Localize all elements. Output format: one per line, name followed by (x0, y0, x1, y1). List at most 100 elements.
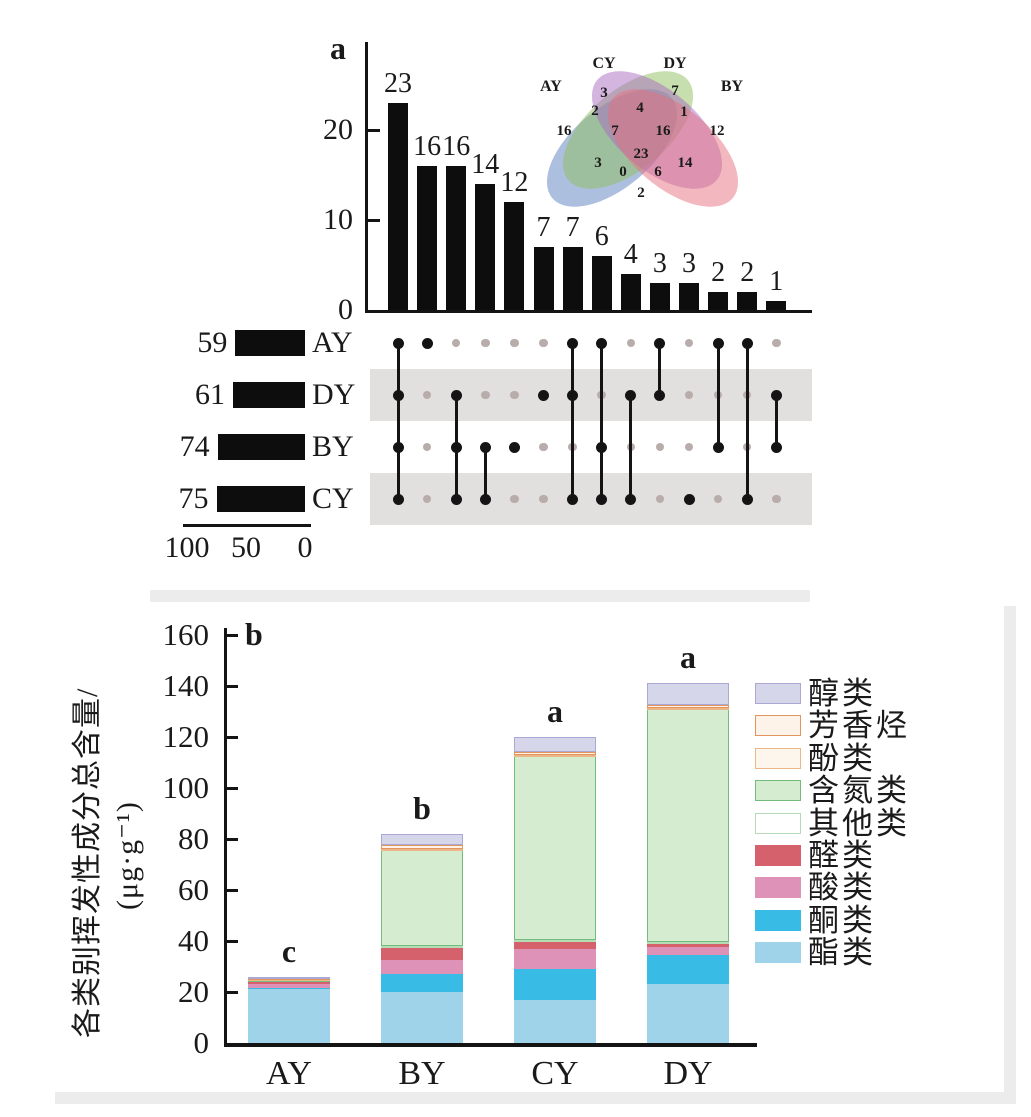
x-category-label: BY (398, 1055, 446, 1092)
bar-segment-酯类 (647, 984, 729, 1043)
matrix-connector (745, 343, 749, 499)
matrix-connector (600, 343, 604, 499)
panel-b-label: b (245, 616, 263, 652)
bar-segment-醛类 (248, 980, 330, 984)
upset-y-tick (368, 219, 380, 222)
legend-swatch-酚类 (755, 747, 801, 769)
b-y-tick-label: 60 (178, 872, 209, 907)
venn-region-value: 23 (634, 146, 649, 162)
matrix-dot-empty (510, 494, 519, 504)
bar-segment-酮类 (647, 955, 729, 985)
significance-letter: a (547, 693, 563, 729)
matrix-dot-empty (510, 338, 519, 348)
venn-set-label: AY (540, 78, 562, 95)
matrix-dot-empty (655, 442, 665, 452)
matrix-dot-empty (655, 494, 665, 504)
venn-region-value: 7 (611, 123, 619, 139)
set-size-bar (233, 382, 305, 408)
venn-region-value: 12 (710, 123, 725, 139)
upset-intersection-bar (620, 274, 641, 310)
upset-intersection-value: 16 (442, 131, 471, 162)
bar-segment-醛类 (381, 947, 463, 961)
bar-segment-醇类 (647, 683, 729, 706)
matrix-dot-filled (596, 493, 608, 505)
legend-swatch-酯类 (755, 942, 801, 964)
matrix-dot-filled (538, 389, 549, 401)
upset-intersection-bar (417, 166, 438, 310)
set-row-label: BY (312, 430, 354, 463)
upset-intersection-value: 3 (682, 248, 696, 279)
matrix-dot-empty (772, 494, 781, 504)
bar-segment-酮类 (248, 988, 330, 990)
upset-intersection-value: 2 (711, 257, 726, 288)
b-y-tick (227, 736, 238, 739)
upset-intersection-value: 4 (623, 239, 638, 270)
upset-intersection-bar (533, 247, 554, 310)
set-size-bar (235, 330, 305, 356)
matrix-dot-filled (567, 493, 579, 505)
set-size-bar (216, 486, 305, 512)
significance-letter: c (281, 932, 297, 969)
matrix-dot-filled (741, 493, 753, 505)
legend-swatch-芳香烃 (755, 715, 801, 737)
legend-label: 芳香烃 (808, 708, 910, 744)
panel-b: b 各类别挥发性成分总含量/ (μg·g⁻¹) 0 20 40 60 80 100 120 1… (0, 600, 1031, 1117)
bar-segment-酸类 (381, 960, 463, 975)
bar-segment-醇类 (381, 833, 463, 846)
set-size-value: 75 (178, 482, 209, 515)
b-y-tick-label: 20 (178, 974, 209, 1009)
matrix-dot-filled (508, 441, 520, 453)
bar-segment-酚类 (514, 754, 596, 757)
figure-b-right-edge (1004, 606, 1016, 1104)
upset-intersection-value: 23 (384, 68, 412, 99)
matrix-dot-empty (772, 338, 781, 348)
bar-segment-酯类 (514, 999, 596, 1043)
matrix-connector (396, 343, 400, 499)
figure-b-bottom-edge (55, 1092, 1016, 1104)
x-category-label: DY (663, 1055, 713, 1092)
upset-intersection-bar (475, 184, 496, 310)
venn-region-value: 3 (600, 85, 608, 101)
bar-segment-含氮类 (381, 850, 463, 947)
b-y-tick-label: 160 (162, 617, 210, 652)
legend-label: 酯类 (808, 935, 876, 971)
legend-swatch-酮类 (755, 909, 801, 931)
b-y-tick (227, 634, 238, 637)
bar-segment-酸类 (647, 947, 729, 956)
panel-a: a 0 10 20 23 16 16 14 12 7 7 6 4 3 3 2 2 1 59 AY 61 DY 74 BY 7… (150, 32, 812, 602)
legend-label: 其他类 (808, 805, 910, 841)
bar-segment-醇类 (248, 976, 330, 979)
matrix-dot-empty (481, 390, 490, 400)
legend-label: 酸类 (808, 870, 876, 906)
bar-segment-酸类 (248, 983, 330, 989)
bar-segment-芳香烃 (381, 845, 463, 850)
bar-segment-醛类 (514, 941, 596, 949)
bar-segment-芳香烃 (647, 705, 729, 708)
upset-intersection-bar (562, 247, 583, 310)
matrix-connector (571, 343, 575, 499)
upset-y-tick (368, 129, 380, 132)
b-y-tick (227, 838, 238, 841)
matrix-row-stripe (370, 473, 812, 525)
b-y-tick-label: 140 (162, 668, 210, 703)
matrix-connector (716, 343, 720, 447)
venn-region-value: 3 (594, 155, 602, 171)
b-y-tick (227, 991, 238, 994)
set-size-value: 59 (197, 326, 228, 359)
set-size-value: 61 (195, 378, 226, 411)
venn-region-value: 7 (671, 83, 679, 99)
matrix-connector (629, 395, 633, 499)
b-y-tick (227, 940, 238, 943)
matrix-dot-filled (712, 441, 724, 453)
upset-y-tick-label: 0 (338, 293, 353, 326)
matrix-connector (658, 343, 662, 395)
legend-swatch-醇类 (755, 683, 801, 704)
b-y-axis (224, 628, 227, 1047)
matrix-dot-empty (539, 338, 548, 348)
x-category-label: CY (531, 1055, 579, 1092)
bar-segment-酚类 (381, 849, 463, 852)
legend-label: 酮类 (808, 902, 876, 938)
bar-segment-含氮类 (647, 708, 729, 943)
matrix-connector (483, 447, 487, 499)
